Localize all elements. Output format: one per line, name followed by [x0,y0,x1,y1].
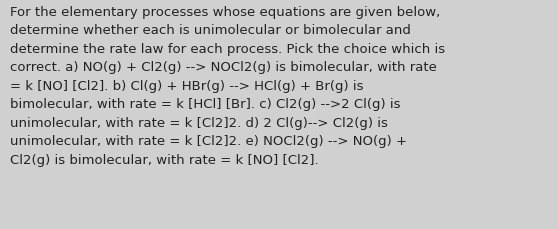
Text: For the elementary processes whose equations are given below,
determine whether : For the elementary processes whose equat… [10,6,445,166]
